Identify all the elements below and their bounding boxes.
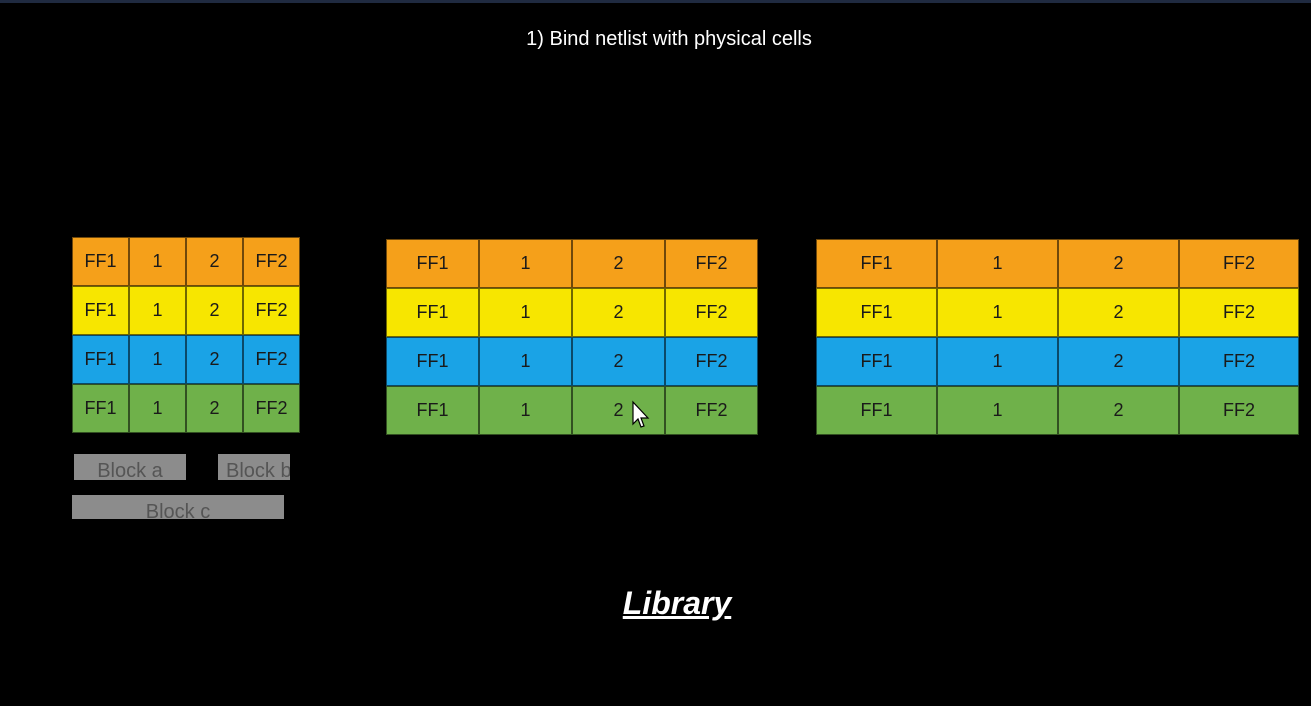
cell-ff2: FF2 (1179, 337, 1299, 386)
slide-title: 1) Bind netlist with physical cells (526, 28, 812, 50)
block-c-label: Block c (72, 495, 284, 519)
cell-ff2: FF2 (243, 384, 300, 433)
top-border-line (0, 0, 1311, 3)
cell-1: 1 (129, 384, 186, 433)
cell-ff1: FF1 (72, 384, 129, 433)
block-a-label: Block a (74, 454, 186, 480)
cell-ff1: FF1 (72, 237, 129, 286)
cell-1: 1 (937, 337, 1058, 386)
cell-ff2: FF2 (665, 288, 758, 337)
cell-grid-medium: FF1 1 2 FF2 FF1 1 2 FF2 FF1 1 2 FF2 FF1 1 2 FF2 (386, 239, 758, 435)
cell-1: 1 (937, 386, 1058, 435)
cell-ff1: FF1 (816, 337, 937, 386)
cell-1: 1 (937, 288, 1058, 337)
cell-ff1: FF1 (816, 288, 937, 337)
cell-2: 2 (572, 386, 665, 435)
cell-2: 2 (186, 335, 243, 384)
cell-ff1: FF1 (386, 288, 479, 337)
cell-2: 2 (186, 286, 243, 335)
mouse-pointer-icon (632, 400, 650, 428)
cell-ff2: FF2 (665, 337, 758, 386)
cell-2: 2 (1058, 386, 1179, 435)
cell-1: 1 (937, 239, 1058, 288)
cell-2: 2 (572, 288, 665, 337)
cell-ff2: FF2 (665, 386, 758, 435)
cell-ff2: FF2 (665, 239, 758, 288)
cell-ff1: FF1 (816, 239, 937, 288)
cell-ff1: FF1 (386, 386, 479, 435)
cell-1: 1 (129, 335, 186, 384)
cell-ff2: FF2 (243, 237, 300, 286)
cell-2: 2 (1058, 337, 1179, 386)
cell-2: 2 (186, 384, 243, 433)
cell-1: 1 (479, 337, 572, 386)
cell-2: 2 (572, 337, 665, 386)
cell-ff2: FF2 (243, 286, 300, 335)
cell-1: 1 (479, 239, 572, 288)
cell-2: 2 (572, 239, 665, 288)
cell-1: 1 (479, 386, 572, 435)
library-label: Library (622, 585, 732, 621)
cell-ff1: FF1 (72, 286, 129, 335)
cell-ff1: FF1 (386, 239, 479, 288)
block-b-label: Block b (218, 454, 290, 480)
cell-ff2: FF2 (1179, 288, 1299, 337)
cell-2: 2 (1058, 239, 1179, 288)
cell-ff1: FF1 (816, 386, 937, 435)
cell-2: 2 (186, 237, 243, 286)
cell-ff1: FF1 (386, 337, 479, 386)
cell-2: 2 (1058, 288, 1179, 337)
cell-grid-large: FF1 1 2 FF2 FF1 1 2 FF2 FF1 1 2 FF2 FF1 1 2 FF2 (816, 239, 1299, 435)
cell-ff1: FF1 (72, 335, 129, 384)
cell-grid-small: FF1 1 2 FF2 FF1 1 2 FF2 FF1 1 2 FF2 FF1 1 2 FF2 (72, 237, 300, 433)
cell-1: 1 (129, 237, 186, 286)
cell-1: 1 (129, 286, 186, 335)
cell-ff2: FF2 (1179, 386, 1299, 435)
cell-ff2: FF2 (1179, 239, 1299, 288)
cell-ff2: FF2 (243, 335, 300, 384)
cell-1: 1 (479, 288, 572, 337)
